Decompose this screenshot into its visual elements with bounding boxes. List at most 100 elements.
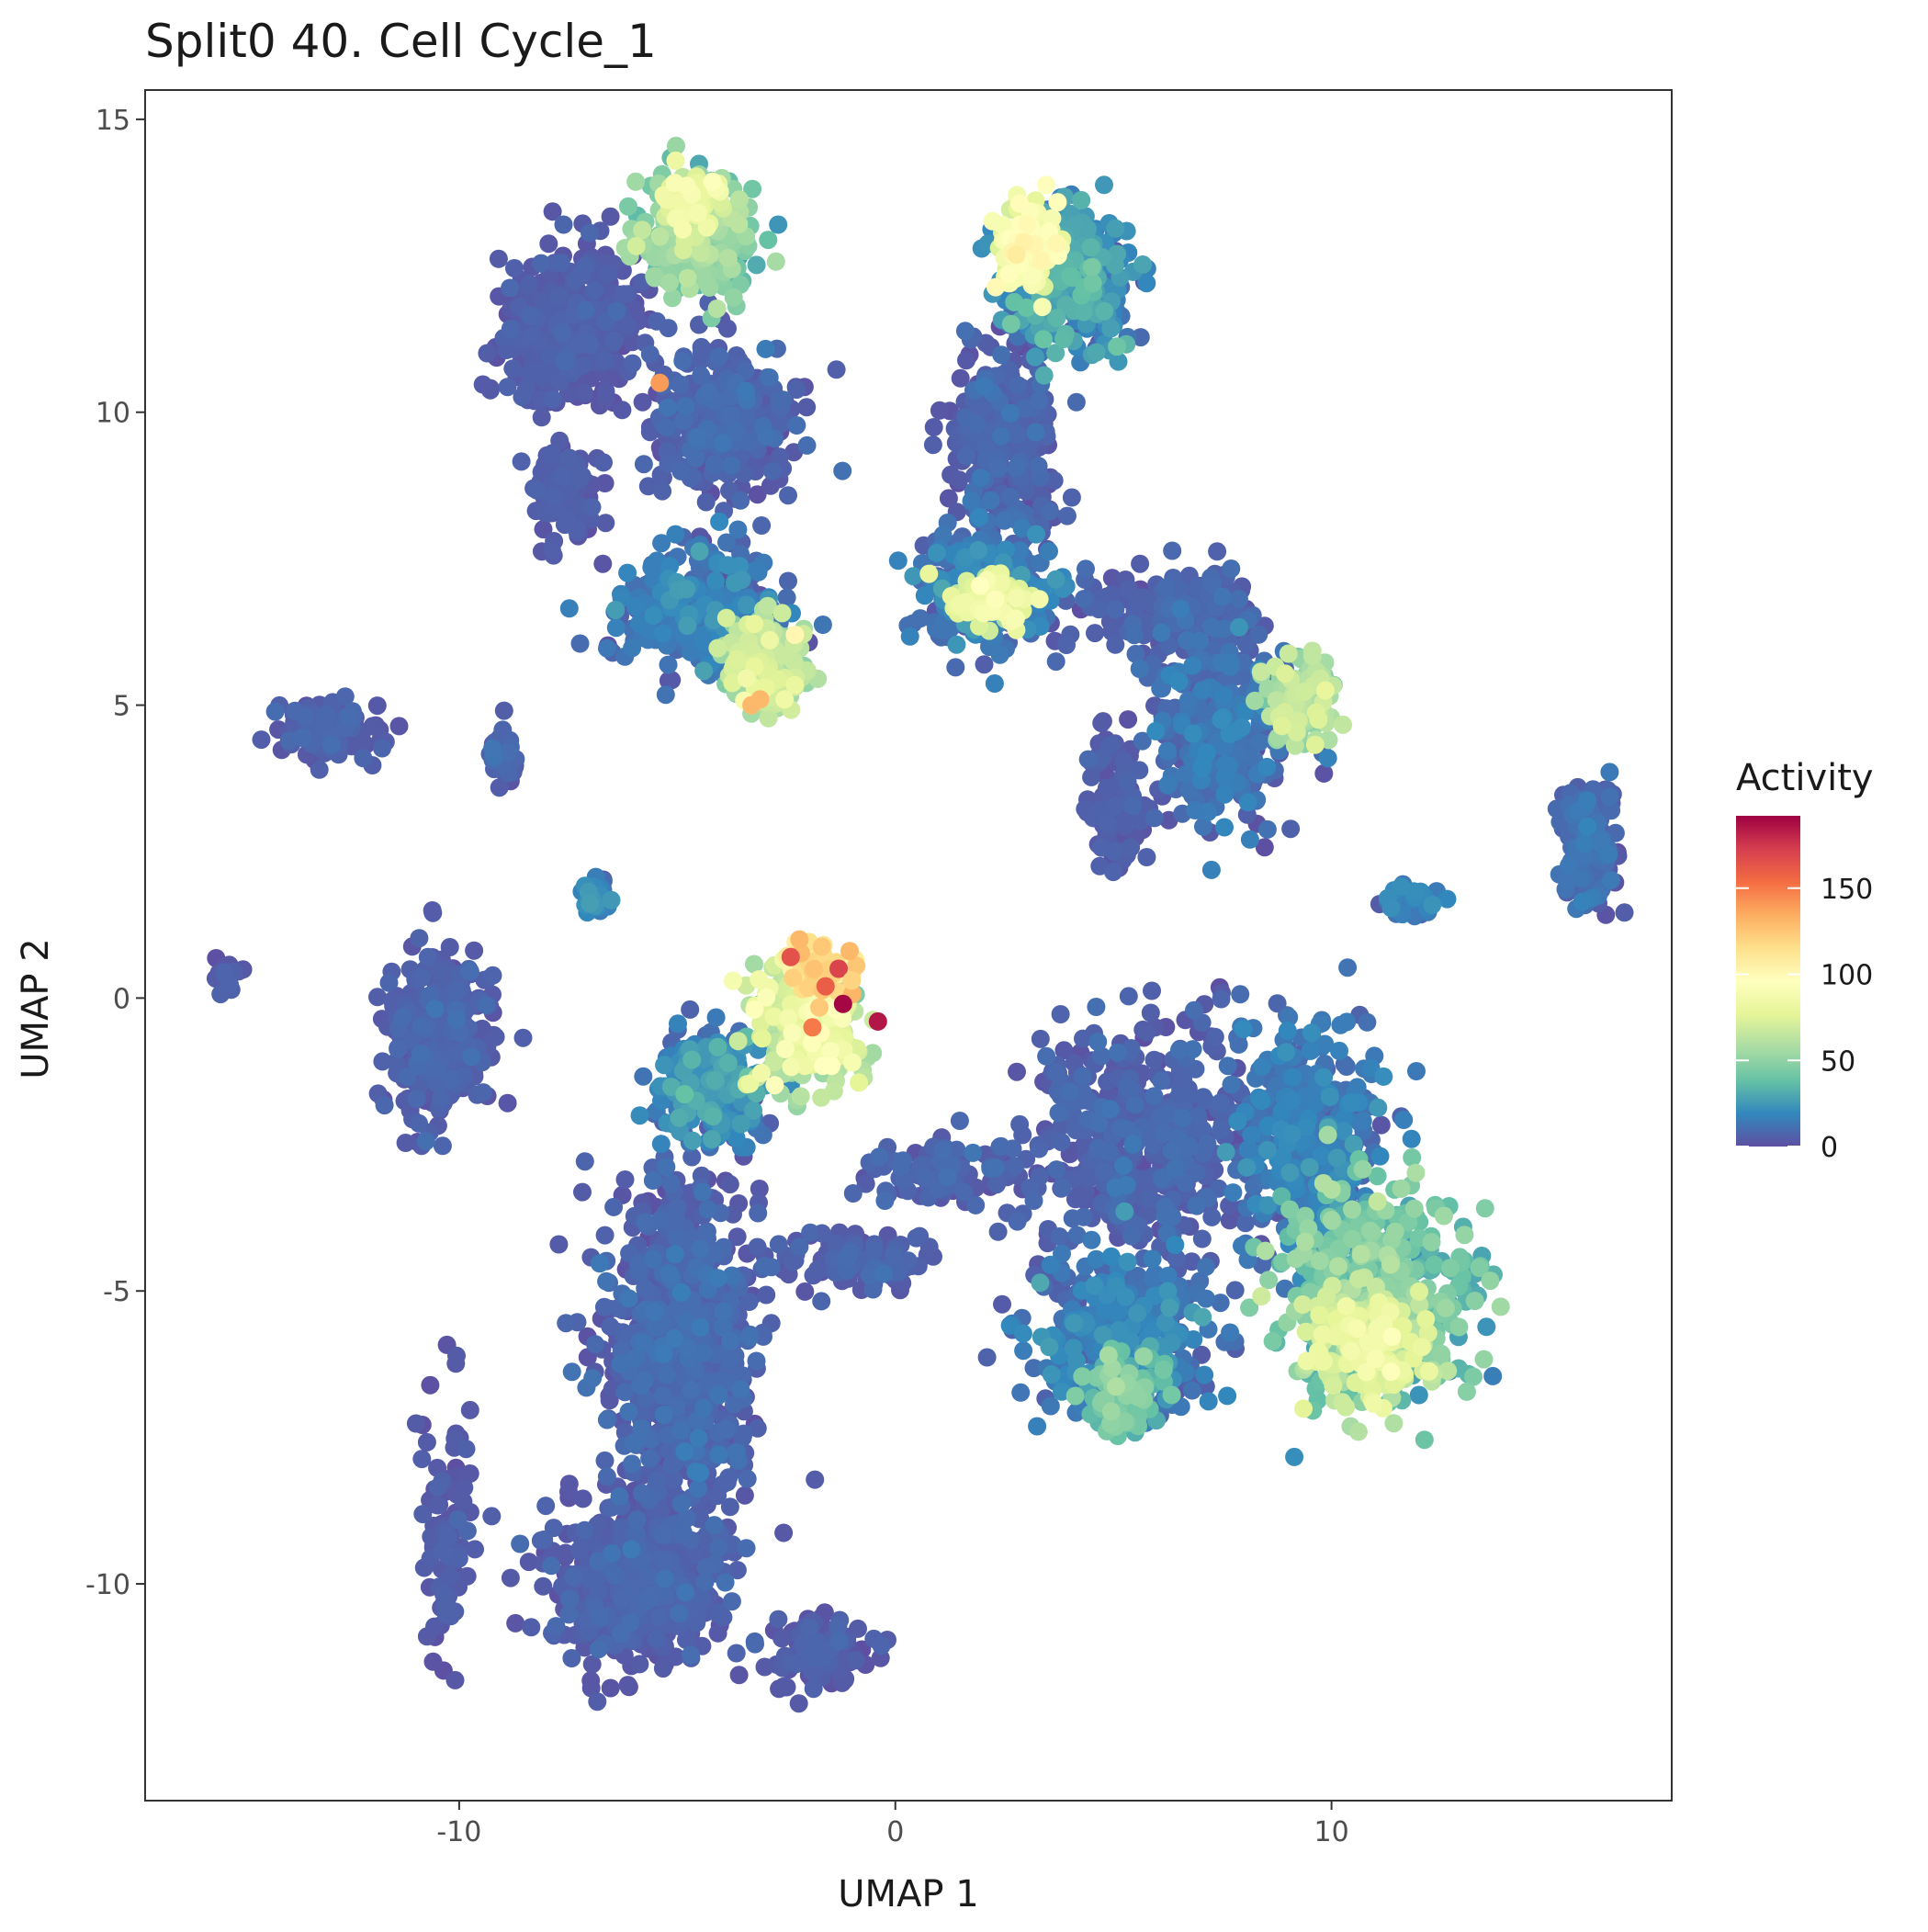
- data-point: [640, 1449, 660, 1468]
- data-point: [534, 520, 553, 539]
- data-point: [478, 344, 497, 363]
- data-point: [950, 470, 969, 490]
- data-point: [649, 1608, 669, 1627]
- data-point: [551, 254, 570, 272]
- data-point: [638, 477, 658, 496]
- data-point: [774, 1523, 794, 1542]
- data-point: [554, 215, 573, 234]
- data-point: [435, 1599, 455, 1618]
- data-point: [594, 453, 613, 472]
- data-point: [368, 988, 387, 1007]
- data-point: [772, 1629, 792, 1648]
- data-point: [1040, 502, 1059, 521]
- data-point: [623, 354, 642, 373]
- data-point: [1066, 392, 1086, 412]
- data-point: [671, 375, 690, 394]
- data-point: [460, 1464, 479, 1483]
- data-point: [977, 1348, 997, 1367]
- data-point: [494, 701, 513, 720]
- data-point: [569, 470, 589, 489]
- data-point: [1123, 797, 1143, 816]
- data-point: [501, 278, 520, 298]
- data-point: [1140, 1189, 1159, 1208]
- data-point: [685, 1545, 705, 1565]
- data-point: [550, 431, 569, 450]
- data-point: [1099, 813, 1118, 832]
- data-point: [534, 1576, 553, 1596]
- data-point: [410, 929, 429, 948]
- data-point: [338, 707, 357, 727]
- data-point: [379, 973, 399, 992]
- data-point: [634, 455, 653, 474]
- data-point: [967, 415, 987, 434]
- data-point: [417, 1432, 436, 1452]
- data-point: [373, 1052, 392, 1071]
- data-point: [582, 1655, 602, 1674]
- data-point: [576, 256, 595, 276]
- data-point: [662, 671, 682, 690]
- data-point: [1008, 1062, 1026, 1081]
- data-point: [543, 445, 562, 464]
- data-point: [1249, 625, 1268, 644]
- data-point: [1104, 842, 1123, 861]
- data-point: [720, 1497, 739, 1517]
- data-point: [586, 1335, 605, 1354]
- data-point: [630, 1655, 649, 1674]
- data-point: [449, 1549, 468, 1568]
- data-point: [1047, 1063, 1066, 1082]
- chart-title: Split0 40. Cell Cycle_1: [145, 15, 657, 68]
- data-point: [749, 1203, 768, 1223]
- data-point: [1051, 1005, 1070, 1023]
- data-point: [466, 1540, 484, 1559]
- plot-panel: [145, 90, 1672, 1801]
- data-point: [549, 286, 569, 305]
- data-point: [498, 1093, 517, 1113]
- data-point: [389, 1040, 408, 1058]
- data-point: [1057, 506, 1077, 525]
- data-point: [455, 1478, 474, 1497]
- data-point: [418, 947, 437, 966]
- data-point: [731, 491, 750, 510]
- data-point: [535, 1530, 554, 1549]
- data-point: [884, 1245, 903, 1264]
- data-point: [1125, 599, 1144, 618]
- data-point: [727, 1227, 747, 1247]
- data-point: [601, 1678, 620, 1698]
- data-point: [1092, 749, 1111, 768]
- data-point: [1053, 1179, 1072, 1197]
- data-point: [956, 446, 975, 466]
- data-point: [1104, 863, 1122, 882]
- data-point: [425, 1617, 444, 1636]
- data-point: [1212, 1121, 1231, 1140]
- data-point: [434, 1585, 453, 1604]
- data-point: [748, 1237, 767, 1257]
- data-point: [1092, 799, 1111, 819]
- data-point: [389, 717, 409, 736]
- data-point: [489, 249, 508, 268]
- data-point: [555, 352, 574, 371]
- data-point: [575, 1152, 594, 1171]
- data-point: [671, 461, 691, 480]
- data-point: [1174, 1070, 1193, 1089]
- data-point: [1192, 1229, 1212, 1248]
- data-point: [1281, 819, 1301, 839]
- data-point: [410, 1113, 429, 1133]
- data-point: [827, 1234, 846, 1253]
- data-point: [1194, 1088, 1212, 1107]
- data-point: [627, 1510, 647, 1529]
- data-point: [657, 418, 676, 436]
- data-point: [354, 749, 373, 768]
- data-point: [633, 392, 652, 412]
- data-point: [748, 485, 767, 504]
- data-point: [559, 448, 579, 468]
- data-point: [800, 1618, 819, 1637]
- data-point: [1163, 541, 1182, 560]
- data-point: [575, 1638, 594, 1657]
- data-point: [413, 1505, 433, 1524]
- data-point: [653, 481, 672, 501]
- data-point: [1212, 989, 1231, 1009]
- data-point: [582, 498, 602, 517]
- data-point: [748, 1418, 767, 1438]
- data-point: [735, 1486, 754, 1505]
